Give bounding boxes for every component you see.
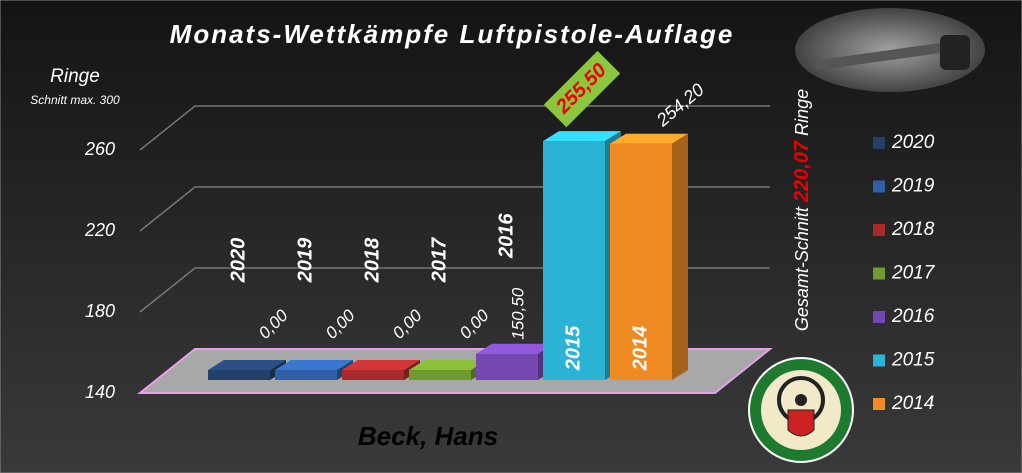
bar-category-label: 2018	[361, 237, 383, 283]
x-axis-label: Beck, Hans	[358, 421, 498, 451]
value-label: 150,50	[508, 287, 527, 340]
legend-swatch	[873, 137, 885, 149]
y-tick-label: 220	[84, 220, 115, 240]
legend-label: 2019	[891, 176, 935, 197]
legend-swatch	[873, 224, 885, 236]
bar-category-label: 2017	[428, 237, 450, 283]
y-axis-sublabel: Schnitt max. 300	[30, 93, 120, 107]
legend-swatch	[873, 398, 885, 410]
bar-category-label: 2019	[294, 237, 316, 283]
bar-category-label: 2015	[562, 325, 584, 371]
legend-swatch	[873, 355, 885, 367]
bar-front	[409, 370, 471, 380]
average-suffix: Ringe	[792, 89, 812, 136]
legend-label: 2016	[891, 306, 935, 327]
average-annotation: Gesamt-Schnitt 220,07 Ringe	[791, 89, 813, 331]
legend-swatch	[873, 311, 885, 323]
legend-label: 2017	[891, 263, 936, 284]
chart-title: Monats-Wettkämpfe Luftpistole-Auflage	[170, 19, 735, 49]
bar	[275, 360, 353, 380]
bar	[409, 360, 487, 380]
legend-label: 2014	[891, 393, 934, 414]
club-logo	[749, 358, 853, 462]
y-tick-label: 140	[85, 382, 115, 402]
bar-category-label: 2014	[629, 326, 651, 372]
bar-front	[476, 354, 538, 380]
bar-category-label: 2020	[227, 238, 249, 284]
legend-label: 2018	[891, 219, 935, 240]
bar	[476, 344, 554, 380]
y-axis-label: Ringe	[50, 66, 100, 87]
bar-front	[275, 370, 337, 380]
legend-swatch	[873, 268, 885, 280]
average-value: 220,07	[791, 140, 813, 203]
bar-front	[342, 370, 404, 380]
y-tick-label: 260	[84, 139, 115, 159]
bar	[342, 360, 420, 380]
bar-category-label: 2016	[495, 213, 517, 259]
legend-label: 2020	[891, 132, 935, 153]
bar-side	[672, 134, 688, 380]
legend-label: 2015	[891, 350, 935, 371]
chart: Monats-Wettkämpfe Luftpistole-Auflage Ri…	[0, 0, 1022, 473]
legend-swatch	[873, 181, 885, 193]
y-tick-label: 180	[85, 301, 115, 321]
bar-front	[208, 370, 270, 380]
gun-image	[795, 8, 985, 92]
average-prefix: Gesamt-Schnitt	[792, 206, 812, 331]
bar	[208, 360, 286, 380]
